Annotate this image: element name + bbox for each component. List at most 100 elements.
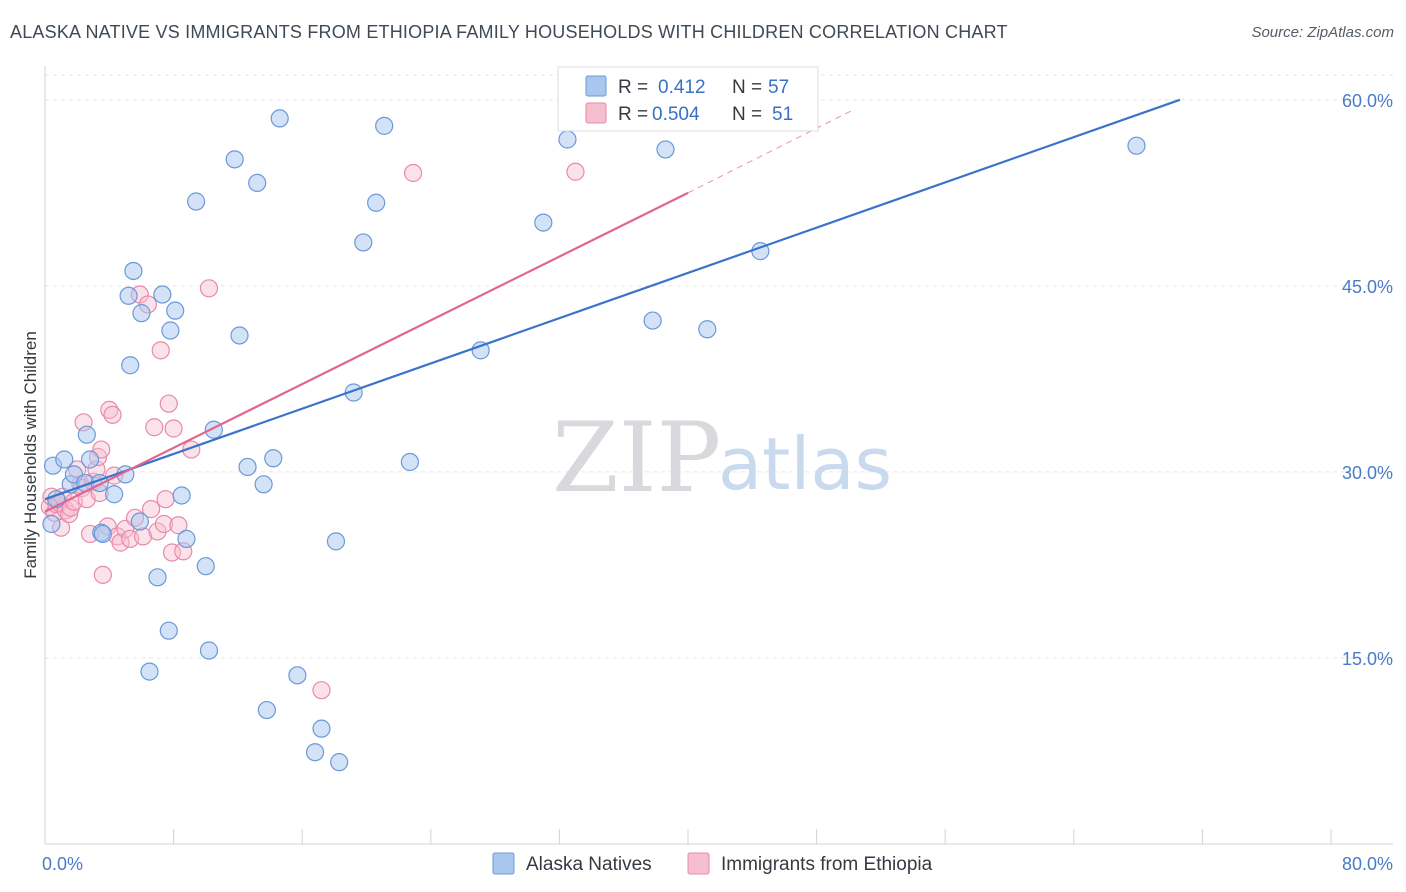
alaska-point [77, 425, 96, 444]
ethiopia-point [566, 162, 585, 181]
alaska-point [148, 568, 167, 587]
y-tick-label: 30.0% [1342, 463, 1393, 483]
alaska-point [264, 449, 283, 468]
legend-n-value-blue: 57 [768, 77, 789, 98]
bottom-legend-swatch-alaska [492, 852, 515, 875]
alaska-point [159, 621, 178, 640]
alaska-point [367, 193, 386, 212]
x-tick-label-max: 80.0% [1342, 854, 1393, 874]
alaska-point [42, 514, 61, 534]
series-ethiopia-points [40, 162, 585, 700]
alaska-point [326, 532, 346, 551]
x-tick-label-min: 0.0% [42, 854, 83, 874]
alaska-point [354, 233, 373, 252]
legend-r-value-blue: 0.412 [658, 77, 706, 98]
alaska-point [400, 452, 420, 472]
legend-n-label-blue: N = [732, 77, 762, 98]
alaska-point [270, 109, 289, 128]
ethiopia-point [111, 533, 130, 552]
watermark-atlas: atlas [718, 422, 892, 506]
alaska-point [471, 341, 490, 360]
ethiopia-point [148, 522, 167, 541]
alaska-point [199, 641, 219, 660]
legend-swatch-blue [585, 75, 607, 97]
alaska-point [132, 304, 151, 323]
alaska-point [248, 173, 267, 193]
alaska-point [166, 301, 185, 320]
ethiopia-point [164, 419, 183, 438]
legend-n-label-pink: N = [732, 104, 762, 125]
ethiopia-point [145, 418, 164, 437]
alaska-point [55, 450, 74, 469]
ethiopia-point [93, 565, 112, 584]
y-tick-label: 60.0% [1342, 91, 1393, 111]
alaska-point [93, 524, 112, 544]
legend-r-label-blue: R = [618, 77, 648, 98]
y-tick-label: 45.0% [1342, 277, 1393, 297]
gridlines [45, 74, 1393, 659]
alaska-point [119, 286, 138, 305]
watermark-zip: ZIP [552, 402, 721, 514]
trend-lines [44, 98, 1181, 513]
alaska-point [230, 326, 249, 345]
ethiopia-point [151, 341, 170, 360]
alaska-point [130, 512, 149, 531]
alaska-point [305, 743, 325, 762]
chart-title: ALASKA NATIVE VS IMMIGRANTS FROM ETHIOPI… [10, 22, 1008, 42]
ethiopia-point [156, 490, 175, 509]
series-legend: Alaska Natives Immigrants from Ethiopia [492, 852, 933, 875]
alaska-point [330, 753, 349, 772]
alaska-point [187, 192, 206, 211]
alaska-point [312, 719, 331, 738]
source-label: Source: ZipAtlas.com [1251, 24, 1394, 41]
ethiopia-trend-extension [687, 109, 854, 194]
alaska-point [288, 666, 307, 685]
alaska-point [254, 475, 273, 494]
alaska-point [375, 116, 394, 135]
ethiopia-point [154, 514, 174, 534]
legend-r-label-pink: R = [618, 104, 648, 125]
ethiopia-point [312, 681, 331, 700]
alaska-point [161, 321, 180, 340]
correlation-legend: R = 0.412 N = 57 R = 0.504 N = 51 [557, 66, 819, 132]
alaska-point [238, 457, 257, 477]
bottom-legend-alaska: Alaska Natives [526, 854, 652, 875]
alaska-point [534, 213, 553, 232]
alaska-point [105, 485, 124, 504]
watermark: ZIP atlas [552, 402, 892, 514]
ethiopia-point [159, 394, 178, 413]
ethiopia-point [103, 405, 122, 424]
alaska-point [656, 140, 675, 159]
alaska-point [196, 557, 215, 576]
bottom-legend-ethiopia: Immigrants from Ethiopia [721, 854, 933, 875]
alaska-point [172, 486, 191, 505]
ethiopia-trend-line [44, 191, 689, 513]
alaska-point [643, 311, 662, 330]
ethiopia-point [199, 279, 219, 298]
alaska-point [124, 261, 143, 281]
alaska-point [80, 450, 100, 469]
legend-r-value-pink: 0.504 [652, 104, 700, 125]
alaska-point [257, 700, 276, 720]
alaska-point [177, 529, 196, 548]
ethiopia-point [141, 500, 161, 519]
y-axis-label: Family Households with Children [21, 331, 40, 579]
ethiopia-point [404, 163, 423, 183]
alaska-trend-line [44, 98, 1181, 501]
series-alaska-points [42, 109, 1146, 772]
legend-n-value-pink: 51 [772, 104, 793, 125]
alaska-point [698, 320, 717, 339]
y-tick-label: 15.0% [1342, 649, 1393, 669]
alaska-point [225, 150, 244, 169]
alaska-point [121, 356, 140, 375]
ethiopia-point [169, 516, 188, 535]
axes: 15.0% 30.0% 45.0% 60.0% 0.0% 80.0% [42, 66, 1393, 874]
ethiopia-point [100, 400, 119, 419]
legend-swatch-pink [585, 102, 607, 124]
alaska-point [153, 285, 172, 304]
bottom-legend-swatch-ethiopia [687, 852, 710, 875]
alaska-point [140, 662, 159, 681]
alaska-point [558, 130, 577, 149]
alaska-point [1127, 136, 1146, 155]
